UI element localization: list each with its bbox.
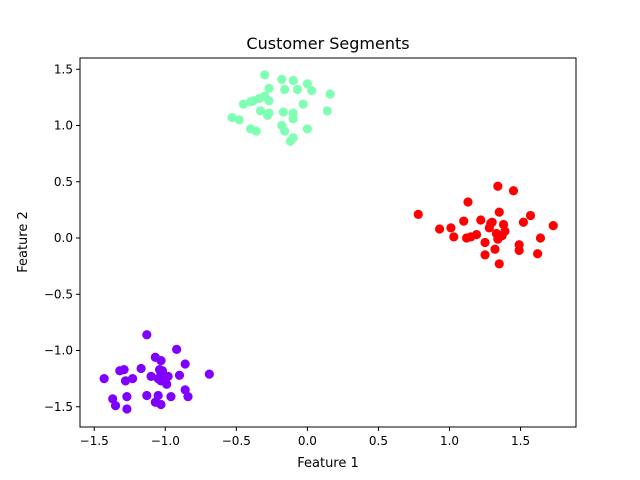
scatter-point-cluster-1	[146, 371, 156, 381]
scatter-point-cluster-1	[156, 399, 166, 410]
scatter-point-cluster-1	[110, 401, 121, 411]
scatter-point-cluster-2	[280, 126, 290, 136]
scatter-point-cluster-3	[493, 234, 503, 244]
scatter-point-cluster-1	[122, 404, 132, 414]
scatter-point-cluster-3	[490, 244, 500, 254]
scatter-point-cluster-3	[484, 223, 494, 233]
chart-title: Customer Segments	[246, 34, 409, 53]
scatter-point-cluster-1	[204, 369, 214, 379]
scatter-point-cluster-3	[463, 197, 473, 207]
scatter-point-cluster-3	[533, 249, 543, 259]
scatter-point-cluster-3	[500, 226, 510, 236]
scatter-point-cluster-3	[461, 233, 472, 243]
scatter-point-cluster-2	[278, 107, 288, 117]
scatter-point-cluster-2	[322, 106, 332, 116]
scatter-point-cluster-3	[514, 245, 524, 255]
scatter-point-cluster-3	[518, 217, 529, 227]
scatter-point-cluster-1	[115, 366, 125, 376]
scatter-point-cluster-1	[99, 374, 109, 384]
scatter-point-cluster-1	[153, 374, 163, 384]
scatter-point-cluster-1	[120, 376, 131, 386]
scatter-point-cluster-2	[238, 99, 249, 109]
scatter-point-cluster-3	[493, 181, 503, 191]
scatter-point-cluster-3	[476, 215, 486, 225]
x-tick-label: 1.0	[440, 434, 459, 448]
scatter-point-cluster-1	[180, 359, 190, 369]
scatter-point-cluster-2	[260, 70, 270, 80]
y-axis-label: Feature 2	[16, 211, 31, 273]
x-axis-label: Feature 1	[297, 456, 359, 471]
x-tick-label: 0.5	[369, 434, 388, 448]
scatter-point-cluster-1	[157, 366, 168, 376]
scatter-point-cluster-3	[508, 186, 519, 196]
scatter-point-cluster-2	[264, 83, 274, 93]
scatter-point-cluster-3	[413, 209, 423, 219]
scatter-point-cluster-3	[548, 221, 558, 231]
scatter-point-cluster-2	[302, 124, 312, 134]
scatter-point-cluster-1	[156, 356, 166, 366]
scatter-point-cluster-2	[245, 97, 256, 107]
scatter-point-cluster-1	[127, 374, 138, 384]
scatter-point-cluster-1	[172, 344, 182, 354]
scatter-point-cluster-2	[280, 84, 290, 95]
x-axis-ticks: −1.5 −1.0 −0.5 0.0 0.5 1.0 1.5	[80, 427, 530, 448]
y-axis-ticks: −1.5 −1.0 −0.5 0.0 0.5 1.0 1.5	[44, 62, 80, 414]
scatter-point-cluster-3	[525, 210, 536, 221]
scatter-point-cluster-3	[449, 232, 459, 242]
points-layer	[99, 70, 558, 414]
scatter-point-cluster-1	[174, 370, 185, 380]
x-tick-label: 1.5	[511, 434, 530, 448]
scatter-point-cluster-2	[255, 106, 266, 116]
scatter-point-cluster-2	[234, 115, 244, 125]
scatter-point-cluster-2	[292, 84, 303, 95]
x-tick-label: −1.0	[151, 434, 180, 448]
x-tick-label: 0.0	[298, 434, 317, 448]
scatter-point-cluster-2	[325, 89, 335, 99]
scatter-point-cluster-3	[459, 216, 469, 226]
scatter-point-cluster-1	[142, 390, 152, 401]
scatter-point-cluster-3	[494, 207, 504, 217]
scatter-point-cluster-2	[285, 136, 295, 146]
scatter-point-cluster-3	[446, 223, 456, 233]
scatter-point-cluster-1	[136, 363, 146, 374]
y-tick-label: 0.0	[54, 231, 73, 245]
scatter-point-cluster-2	[227, 113, 237, 123]
scatter-point-cluster-2	[264, 96, 274, 106]
scatter-point-cluster-2	[302, 79, 312, 89]
scatter-point-cluster-1	[142, 330, 152, 340]
scatter-point-cluster-3	[535, 233, 546, 243]
scatter-point-cluster-2	[263, 110, 273, 120]
scatter-point-cluster-1	[183, 392, 193, 402]
scatter-point-cluster-1	[166, 392, 176, 402]
scatter-point-cluster-1	[122, 392, 132, 402]
scatter-point-cluster-2	[277, 74, 287, 84]
scatter-point-cluster-1	[163, 371, 173, 381]
y-tick-label: 1.5	[54, 62, 73, 76]
y-tick-label: −1.0	[44, 344, 73, 358]
scatter-point-cluster-2	[288, 75, 298, 86]
scatter-point-cluster-3	[434, 224, 445, 234]
scatter-point-cluster-2	[307, 86, 317, 96]
scatter-point-cluster-3	[480, 237, 490, 248]
x-tick-label: −1.5	[80, 434, 109, 448]
scatter-point-cluster-2	[298, 99, 308, 109]
y-tick-label: −0.5	[44, 287, 73, 301]
y-tick-label: 0.5	[54, 175, 73, 189]
scatter-point-cluster-1	[162, 379, 172, 389]
y-tick-label: 1.0	[54, 119, 73, 133]
scatter-point-cluster-2	[251, 126, 261, 136]
x-tick-label: −0.5	[222, 434, 251, 448]
scatter-point-cluster-2	[288, 114, 298, 124]
y-tick-label: −1.5	[44, 400, 73, 414]
plot-frame	[79, 57, 577, 428]
scatter-point-cluster-3	[480, 250, 490, 260]
scatter-point-cluster-3	[494, 259, 504, 269]
